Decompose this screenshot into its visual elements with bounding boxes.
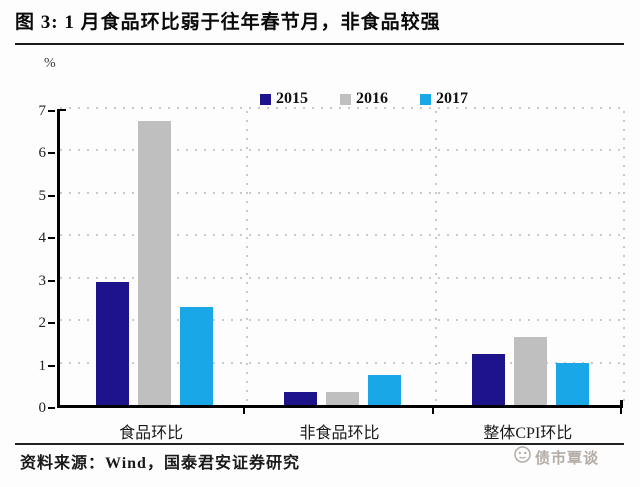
group-separator-2 xyxy=(434,111,437,405)
group-separator-1 xyxy=(246,111,249,405)
x-tick-mark-3 xyxy=(620,408,622,414)
legend-item-2016: 2016 xyxy=(340,90,388,108)
legend-label: 2015 xyxy=(276,90,308,107)
legend-label: 2017 xyxy=(436,90,468,107)
bar-2015-食品环比 xyxy=(95,281,129,405)
x-axis-end-tick xyxy=(620,400,623,408)
x-tick-mark-2 xyxy=(431,408,434,414)
y-tick-mark-7 xyxy=(48,110,55,112)
y-tick-label-7: 7 xyxy=(38,103,47,119)
legend-label: 2016 xyxy=(356,90,388,107)
y-axis-tick-labels: 0 1 2 3 4 5 6 7 xyxy=(18,103,47,416)
bar-group-整体CPI环比 xyxy=(437,111,625,405)
bar-2016-整体CPI环比 xyxy=(514,337,548,405)
plot-area xyxy=(57,107,625,408)
bar-2017-食品环比 xyxy=(179,307,213,405)
y-tick-mark-5 xyxy=(48,194,55,197)
y-tick-mark-2 xyxy=(48,322,55,325)
x-tick-mark-1 xyxy=(243,408,246,414)
footer-divider xyxy=(15,443,624,445)
category-label-非食品环比: 非食品环比 xyxy=(299,425,380,442)
legend-item-2017: 2017 xyxy=(420,90,468,108)
y-axis-top-tick xyxy=(57,109,66,111)
bar-2015-非食品环比 xyxy=(283,392,317,405)
y-tick-mark-6 xyxy=(48,152,55,155)
bar-2015-整体CPI环比 xyxy=(472,354,506,405)
chart-title: 图 3: 1 月食品环比弱于往年春节月，非食品较强 xyxy=(15,12,441,33)
data-source-note: 资料来源：Wind，国泰君安证券研究 xyxy=(20,455,300,472)
gridline-y-7 xyxy=(60,107,622,109)
bar-2017-整体CPI环比 xyxy=(556,362,590,405)
y-tick-label-4: 4 xyxy=(38,230,47,247)
legend-swatch-icon xyxy=(420,93,431,105)
y-tick-mark-0 xyxy=(48,407,55,409)
y-tick-mark-4 xyxy=(48,237,55,240)
y-tick-mark-3 xyxy=(48,279,55,282)
gridline-y-1 xyxy=(60,361,622,364)
bar-group-非食品环比 xyxy=(248,111,436,405)
watermark-label: 债市覃谈 xyxy=(535,450,600,467)
gridline-y-6 xyxy=(60,149,622,152)
watermark: 债市覃谈 xyxy=(514,446,599,468)
bar-2016-非食品环比 xyxy=(325,392,359,405)
legend-swatch-icon xyxy=(260,93,271,105)
x-axis-category-labels: 食品环比 非食品环比 整体CPI环比 xyxy=(57,419,622,442)
gridline-y-3 xyxy=(60,276,622,279)
chart-legend: 2015 2016 2017 xyxy=(260,90,468,108)
category-label-整体CPI环比: 整体CPI环比 xyxy=(483,425,573,442)
y-axis-unit-label: % xyxy=(44,56,56,71)
y-tick-label-2: 2 xyxy=(38,315,47,332)
y-tick-label-3: 3 xyxy=(38,272,47,289)
y-tick-mark-1 xyxy=(48,364,55,367)
watermark-logo-icon xyxy=(514,446,531,468)
legend-item-2015: 2015 xyxy=(260,90,308,108)
bar-2016-食品环比 xyxy=(137,120,171,405)
gridline-y-2 xyxy=(60,319,622,322)
y-tick-label-0: 0 xyxy=(38,400,47,416)
gridline-y-4 xyxy=(60,234,622,237)
title-divider xyxy=(15,43,624,45)
bar-2017-非食品环比 xyxy=(367,375,401,405)
group-separator-3 xyxy=(623,111,625,405)
category-label-食品环比: 食品环比 xyxy=(119,425,184,442)
bar-group-食品环比 xyxy=(60,111,248,405)
y-tick-label-6: 6 xyxy=(38,145,47,162)
gridline-y-5 xyxy=(60,191,622,194)
legend-swatch-icon xyxy=(340,93,351,105)
y-tick-label-5: 5 xyxy=(38,187,47,204)
y-tick-label-1: 1 xyxy=(38,357,47,374)
